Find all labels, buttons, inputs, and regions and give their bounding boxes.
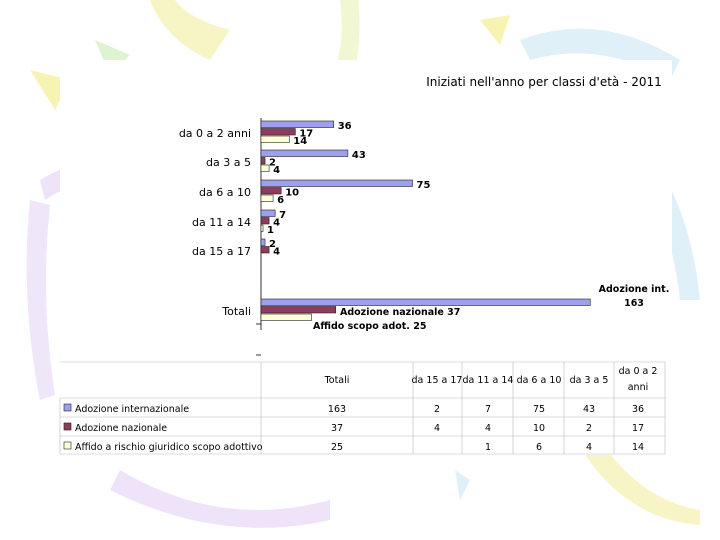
legend-swatch (63, 441, 72, 450)
table-cell: 43 (583, 404, 595, 415)
totals-label: 163 (624, 298, 644, 309)
table-cell: 2 (434, 404, 440, 415)
bar (260, 306, 337, 314)
table-cell: 4 (434, 423, 440, 434)
data-label: 2 (269, 158, 276, 169)
table-cell: 163 (328, 404, 346, 415)
table-cell: 6 (536, 442, 542, 453)
totals-label: Adozione int. (599, 284, 670, 295)
table-cell: 2 (586, 423, 592, 434)
bar (260, 164, 270, 172)
table-column-header: da 0 a 2 (619, 366, 658, 377)
table-cell: 75 (533, 404, 545, 415)
data-label: 17 (299, 129, 313, 140)
bar (260, 224, 264, 232)
legend-swatch (63, 422, 72, 431)
bar (260, 238, 266, 246)
table-cell: 7 (485, 404, 491, 415)
table-column-header: anni (628, 382, 649, 393)
bar (260, 209, 276, 217)
bar (260, 149, 349, 157)
legend-label: Adozione internazionale (75, 404, 189, 415)
table-cell: 36 (632, 404, 644, 415)
chart-area (60, 60, 672, 455)
table-cell: 10 (533, 423, 545, 434)
data-label: 4 (273, 247, 280, 258)
data-label: 7 (279, 210, 286, 221)
category-label: da 0 a 2 anni (179, 127, 251, 140)
bar (260, 194, 274, 202)
category-label: Totali (221, 305, 251, 318)
bar (260, 313, 312, 321)
data-label: 1 (267, 225, 274, 236)
data-label: 36 (338, 121, 352, 132)
legend-label: Affido a rischio giuridico scopo adottiv… (75, 442, 263, 453)
legend-swatch (63, 403, 72, 412)
chart-title: Iniziati nell'anno per classi d'età - 20… (426, 75, 662, 89)
table-cell: 17 (632, 423, 644, 434)
table-cell: 4 (586, 442, 592, 453)
table-column-header: da 3 a 5 (570, 375, 609, 386)
bar (260, 120, 335, 128)
bar (260, 179, 413, 187)
data-label: 43 (352, 150, 366, 161)
table-cell: 25 (331, 442, 343, 453)
table-column-header: da 6 a 10 (517, 375, 562, 386)
bar (260, 157, 266, 165)
category-label: da 3 a 5 (206, 156, 251, 169)
bar (260, 128, 296, 136)
bar (260, 298, 591, 306)
data-label: 4 (273, 218, 280, 229)
table-column-header: da 15 a 17 (412, 375, 463, 386)
totals-label: Adozione nazionale 37 (340, 307, 460, 318)
data-label: 14 (293, 136, 307, 147)
table-cell: 37 (331, 423, 343, 434)
bar (260, 217, 270, 225)
table-cell: 1 (485, 442, 491, 453)
table-column-header: da 11 a 14 (463, 375, 514, 386)
totals-label: Affido scopo adot. 25 (313, 321, 426, 332)
category-label: da 6 a 10 (199, 186, 251, 199)
data-label: 75 (417, 180, 431, 191)
table-column-header: Totali (324, 375, 350, 386)
category-label: da 11 a 14 (192, 216, 251, 229)
data-label: 2 (269, 239, 276, 250)
bar (260, 246, 270, 254)
bar (260, 135, 290, 143)
table-cell: 4 (485, 423, 491, 434)
category-label: da 15 a 17 (192, 245, 251, 258)
data-label: 10 (285, 188, 299, 199)
table-cell: 14 (632, 442, 644, 453)
bar (260, 187, 282, 195)
data-label: 4 (273, 165, 280, 176)
legend-label: Adozione nazionale (75, 423, 167, 434)
data-label: 6 (277, 195, 284, 206)
